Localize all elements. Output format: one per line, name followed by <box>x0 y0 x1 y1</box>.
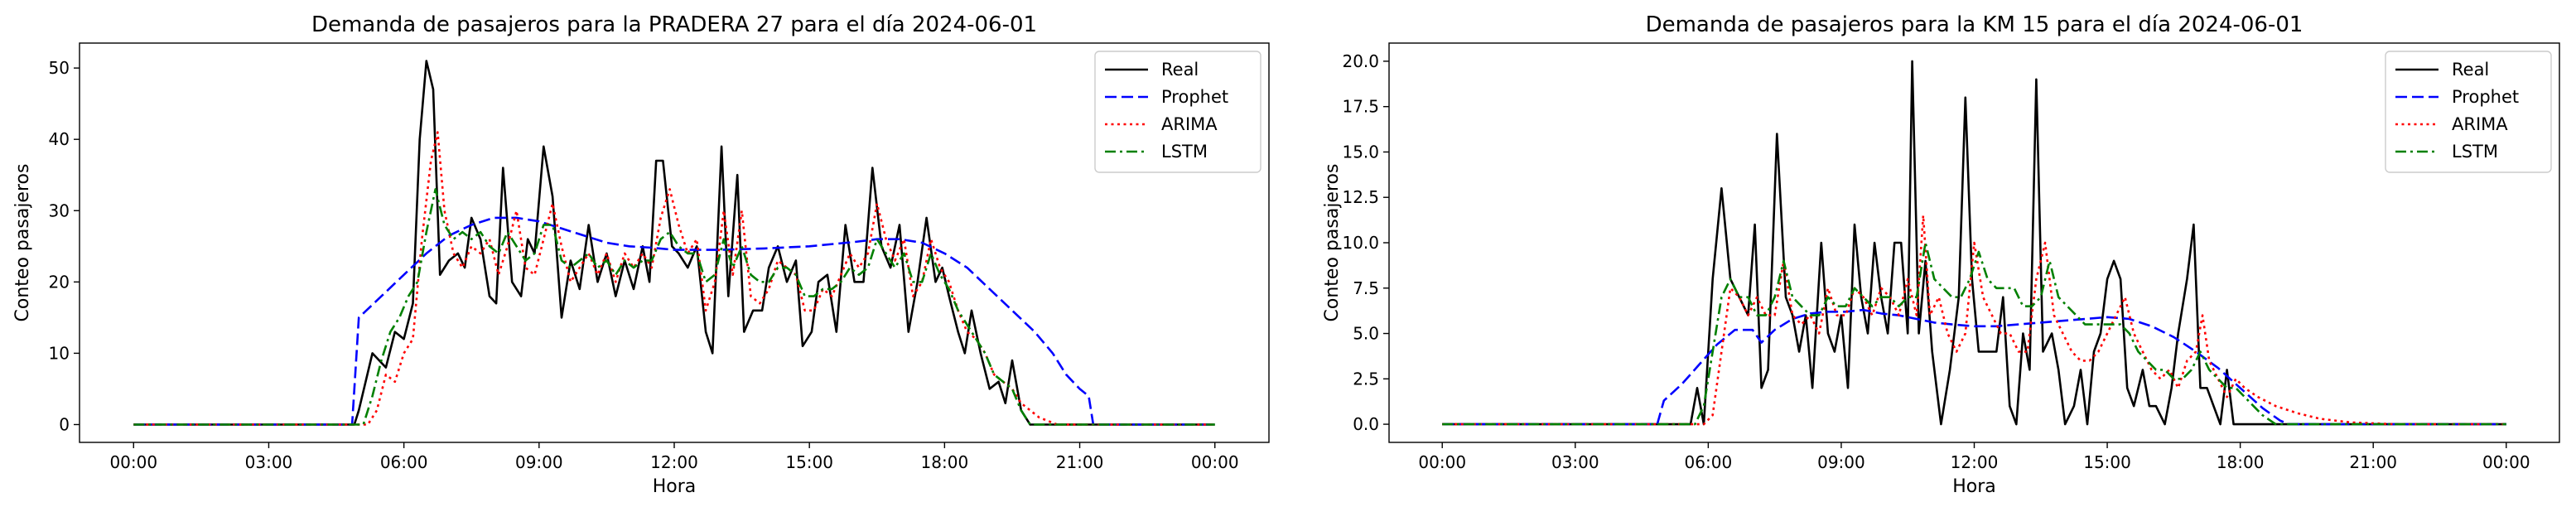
x-tick-label: 03:00 <box>1551 452 1599 472</box>
y-tick-label: 0 <box>59 414 70 434</box>
series-line-arima <box>1442 214 2506 426</box>
legend: Real Prophet ARIMA LSTM <box>2385 51 2552 173</box>
legend-box <box>2385 51 2552 173</box>
legend-label-real: Real <box>2452 60 2489 80</box>
x-tick-label: 15:00 <box>2083 452 2131 472</box>
y-tick-label: 10.0 <box>1342 233 1379 253</box>
x-axis-label: Hora <box>1952 476 1996 497</box>
x-tick-label: 15:00 <box>785 452 833 472</box>
chart-panel-1: 00:00 03:00 06:00 09:00 12:00 15:00 18:00 21:00… <box>12 12 1270 497</box>
y-tick-label: 5.0 <box>1353 324 1379 344</box>
y-tick-label: 17.5 <box>1342 97 1379 117</box>
y-tick-label: 40 <box>49 129 70 149</box>
legend-label-real: Real <box>1161 60 1199 80</box>
chart-title: Demanda de pasajeros para la PRADERA 27 … <box>311 12 1037 37</box>
x-tick-label: 06:00 <box>380 452 428 472</box>
y-axis-label: Conteo pasajeros <box>1322 164 1343 322</box>
x-tick-label: 09:00 <box>515 452 563 472</box>
series-line-real <box>1442 60 2506 426</box>
legend-label-arima: ARIMA <box>2452 114 2508 134</box>
y-tick-label: 20 <box>49 272 70 292</box>
legend-label-lstm: LSTM <box>1161 142 1208 162</box>
x-tick-label: 21:00 <box>2349 452 2397 472</box>
x-tick-label: 00:00 <box>1191 452 1239 472</box>
y-tick-label: 7.5 <box>1353 278 1379 298</box>
series-line-prophet <box>133 216 1215 426</box>
y-tick-label: 30 <box>49 200 70 220</box>
y-tick-label: 20.0 <box>1342 51 1379 71</box>
y-tick-label: 0.0 <box>1353 414 1379 434</box>
chart-title: Demanda de pasajeros para la KM 15 para … <box>1646 12 2303 37</box>
y-tick-label: 10 <box>49 343 70 363</box>
x-tick-label: 18:00 <box>2217 452 2265 472</box>
y-tick-label: 15.0 <box>1342 142 1379 162</box>
x-tick-label: 18:00 <box>921 452 969 472</box>
x-tick-label: 12:00 <box>1951 452 1999 472</box>
x-tick-label: 00:00 <box>2482 452 2530 472</box>
legend-label-lstm: LSTM <box>2452 142 2498 162</box>
series-line-prophet <box>1442 308 2506 426</box>
legend-label-prophet: Prophet <box>1161 87 1228 107</box>
x-tick-label: 12:00 <box>650 452 698 472</box>
chart-panel-2: 00:00 03:00 06:00 09:00 12:00 15:00 18:00 21:00… <box>1322 12 2560 497</box>
series-line-lstm <box>1442 241 2506 426</box>
legend-label-prophet: Prophet <box>2452 87 2519 107</box>
x-tick-label: 00:00 <box>109 452 157 472</box>
series-line-arima <box>133 131 1215 426</box>
x-tick-label: 06:00 <box>1685 452 1733 472</box>
legend: Real Prophet ARIMA LSTM <box>1094 51 1261 173</box>
x-tick-label: 00:00 <box>1418 452 1466 472</box>
x-axis-label: Hora <box>653 476 697 497</box>
y-axis-label: Conteo pasajeros <box>12 164 33 322</box>
y-tick-label: 2.5 <box>1353 369 1379 389</box>
y-tick-label: 12.5 <box>1342 187 1379 207</box>
x-tick-label: 21:00 <box>1056 452 1104 472</box>
y-tick-label: 50 <box>49 58 70 78</box>
x-tick-label: 09:00 <box>1817 452 1865 472</box>
legend-label-arima: ARIMA <box>1161 114 1218 134</box>
legend-box <box>1094 51 1261 173</box>
x-tick-label: 03:00 <box>245 452 293 472</box>
